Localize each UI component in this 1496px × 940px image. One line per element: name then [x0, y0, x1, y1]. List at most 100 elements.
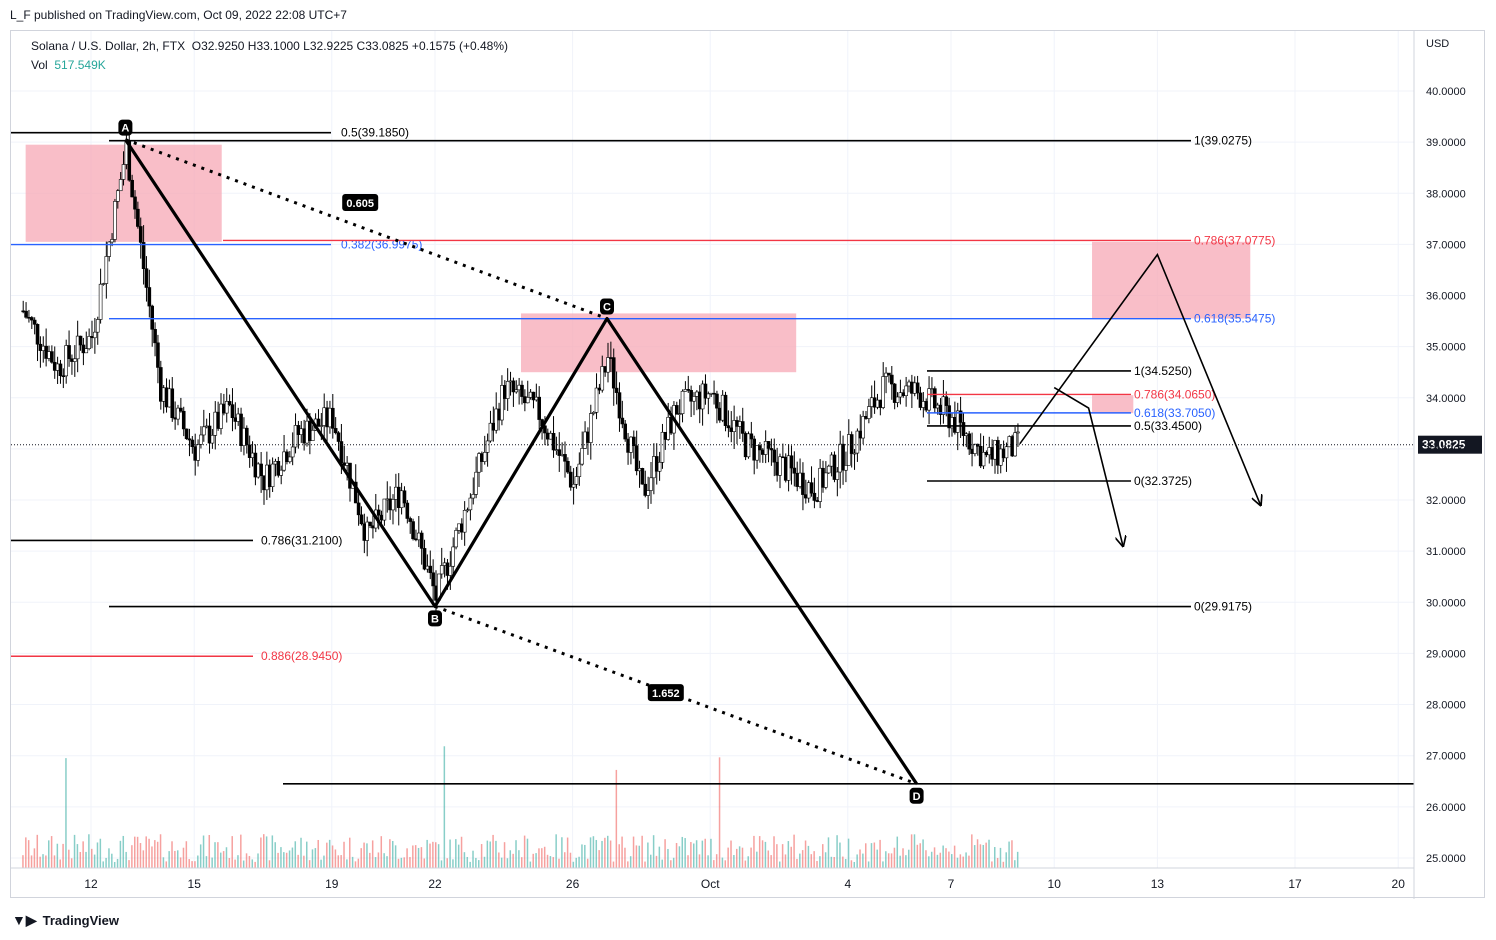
candle-body: [184, 428, 189, 440]
candle-body: [973, 443, 977, 454]
volume-bar: [486, 840, 489, 868]
fib-levels: 0.5(39.1850) 1(39.0275) 0.382(36.9975) 0.78…: [11, 126, 1482, 785]
candle-body: [551, 433, 556, 451]
candle-body: [316, 418, 321, 427]
volume-bar: [598, 850, 600, 868]
candle-body: [342, 462, 347, 466]
vol-value: 517.549K: [54, 58, 106, 72]
volume-bar: [784, 854, 787, 868]
volume-bar: [761, 840, 764, 868]
volume-bar: [916, 844, 919, 868]
candle-body: [838, 443, 843, 473]
candle-body: [394, 486, 398, 500]
volume-bar: [460, 836, 463, 868]
candle-body: [531, 391, 536, 401]
volume-bar: [257, 853, 259, 868]
volume-bar: [956, 857, 959, 868]
candle-body: [196, 444, 200, 461]
candle-body: [322, 407, 327, 426]
candle-body: [330, 407, 335, 429]
candle-body: [869, 397, 874, 407]
candle-body: [617, 392, 622, 419]
candle-body: [548, 433, 553, 440]
candle-body: [1004, 446, 1009, 459]
volume-bar: [847, 838, 850, 868]
candle-body: [75, 335, 80, 360]
volume-bar: [827, 837, 830, 868]
candle-body: [815, 500, 820, 502]
volume-bar: [870, 843, 873, 868]
volume-bar: [681, 836, 684, 868]
candle-body: [494, 408, 499, 431]
candle-body: [328, 407, 332, 428]
candle-body: [689, 390, 693, 402]
volume-bar: [753, 835, 755, 868]
volume-bar: [713, 860, 715, 868]
candle-body: [901, 392, 906, 396]
candle-body: [666, 416, 671, 440]
fib-level-label: 0(29.9175): [1194, 600, 1252, 614]
volume-bar: [314, 848, 317, 868]
volume-bar: [730, 840, 732, 868]
bullish-projection: [1019, 252, 1261, 506]
candle-body: [371, 525, 375, 529]
candle-body: [199, 434, 203, 445]
volume-bar: [779, 861, 781, 868]
volume-bar: [584, 844, 586, 868]
price-tick-label: 38.0000: [1426, 188, 1466, 200]
volume-bar: [56, 843, 59, 868]
volume-bar: [796, 858, 798, 868]
volume-bar: [136, 836, 139, 868]
volume-bar: [684, 838, 686, 868]
candle-body: [485, 440, 490, 453]
candle-body: [996, 440, 1000, 466]
candle-body: [855, 430, 860, 454]
volume-bar: [629, 856, 632, 868]
volume-bar: [670, 860, 672, 868]
volume-bar: [842, 856, 844, 868]
candle-body: [717, 407, 722, 421]
volume-bar: [199, 844, 202, 868]
currency-label: USD: [1426, 38, 1449, 50]
price-tick-label: 33.0000: [1426, 444, 1466, 456]
chart-canvas[interactable]: 0.5(39.1850) 1(39.0275) 0.382(36.9975) 0.78…: [11, 31, 1486, 899]
candle-body: [84, 348, 89, 354]
candle-body: [875, 399, 880, 408]
candle-body: [500, 385, 504, 421]
candle-body: [878, 399, 883, 408]
volume-bar: [641, 835, 643, 868]
volume-bar: [478, 860, 480, 868]
candle-body: [72, 358, 77, 362]
volume-bar: [638, 845, 641, 868]
volume-bar: [131, 845, 133, 868]
candle-body: [345, 462, 349, 466]
candle-body: [626, 438, 630, 453]
volume-bar: [162, 857, 165, 868]
chart-frame[interactable]: 0.5(39.1850) 1(39.0275) 0.382(36.9975) 0.78…: [10, 30, 1486, 899]
candle-body: [193, 446, 197, 461]
volume-bar: [432, 841, 434, 868]
volume-bar: [1005, 852, 1007, 868]
candle-body: [677, 413, 682, 415]
footer-brand[interactable]: ▼▶ TradingView: [12, 912, 119, 929]
volume-bar: [833, 857, 835, 868]
candle-body: [769, 448, 774, 451]
candle-body: [508, 380, 513, 383]
volume-bar: [498, 852, 500, 868]
volume-bar: [607, 835, 609, 868]
volume-bar: [973, 845, 976, 868]
volume-bar: [337, 855, 340, 868]
candle-body: [245, 427, 249, 446]
volume-bar: [320, 859, 322, 868]
time-tick-label: 19: [325, 877, 339, 891]
price-tick-label: 30.0000: [1426, 597, 1466, 609]
candle-body: [637, 468, 642, 472]
volume-bar: [733, 855, 735, 868]
candle-body: [597, 387, 602, 391]
candle-body: [216, 411, 220, 429]
volume-bar: [280, 847, 282, 868]
candle-body: [646, 490, 650, 496]
candle-body: [846, 434, 851, 466]
volume-bar: [328, 839, 331, 868]
candle-body: [606, 357, 610, 373]
